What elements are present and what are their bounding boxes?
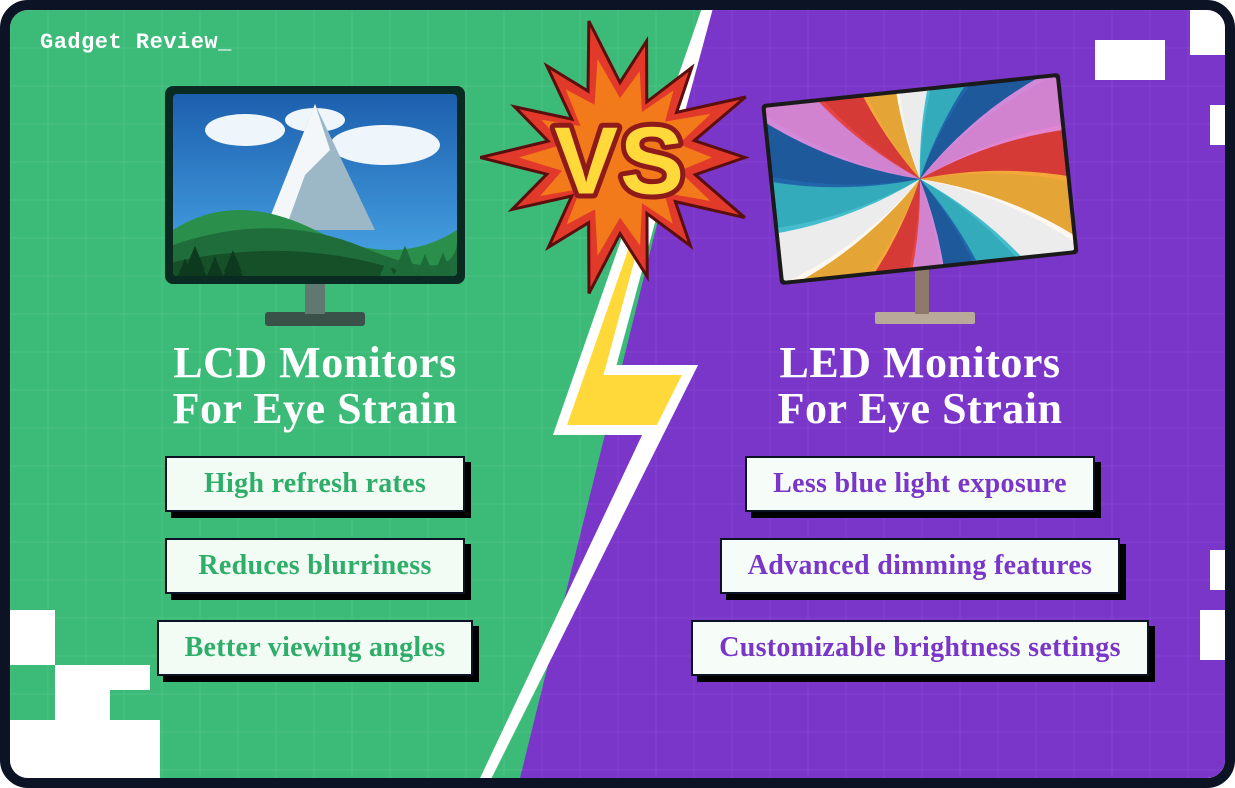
left-pill-3: Better viewing angles (157, 620, 474, 676)
brand-label: Gadget Review_ (40, 30, 232, 55)
vs-burst: VS (480, 18, 760, 303)
left-pill-list: High refresh rates Reduces blurriness Be… (80, 456, 550, 676)
right-title: LED MonitorsFor Eye Strain (778, 340, 1063, 432)
led-monitor-illustration (750, 70, 1090, 330)
right-pill-3: Customizable brightness settings (691, 620, 1149, 676)
left-pill-1: High refresh rates (165, 456, 465, 512)
left-pill-2: Reduces blurriness (165, 538, 465, 594)
right-pill-1: Less blue light exposure (745, 456, 1095, 512)
right-pill-2: Advanced dimming features (720, 538, 1121, 594)
vs-text: VS (554, 108, 686, 215)
infographic-stage: Gadget Review_ (0, 0, 1235, 788)
left-title: LCD MonitorsFor Eye Strain (173, 340, 458, 432)
right-pill-list: Less blue light exposure Advanced dimmin… (685, 456, 1155, 676)
lcd-monitor-illustration (145, 70, 485, 330)
